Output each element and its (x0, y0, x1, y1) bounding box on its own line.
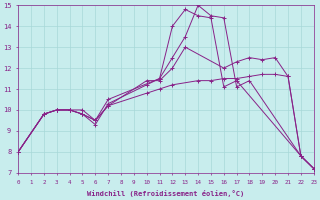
X-axis label: Windchill (Refroidissement éolien,°C): Windchill (Refroidissement éolien,°C) (87, 190, 244, 197)
